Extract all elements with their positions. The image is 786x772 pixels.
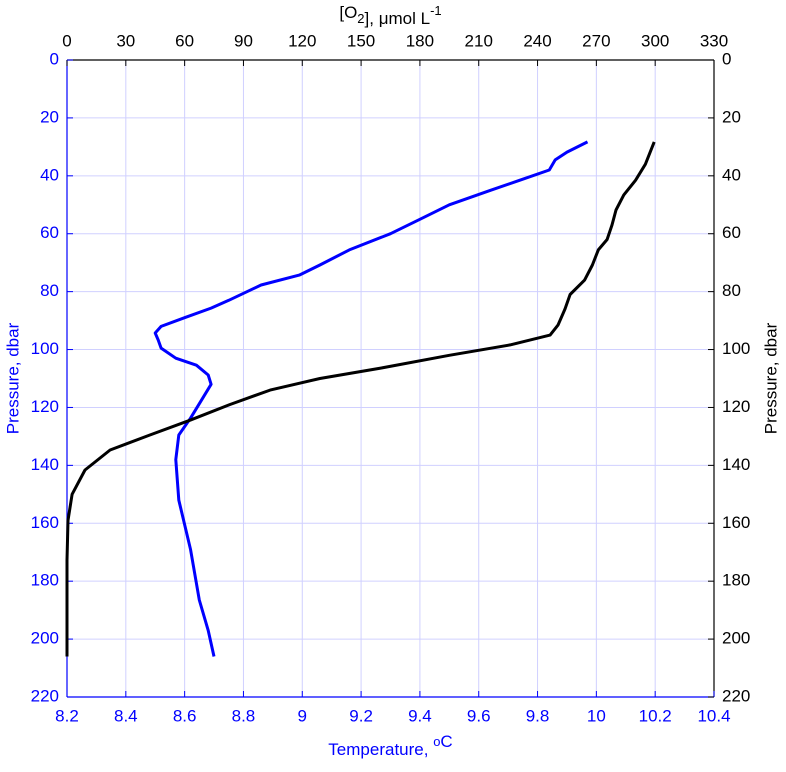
x2-axis-label-sup: -1 bbox=[430, 3, 442, 18]
y2-axis-label: Pressure, dbar bbox=[761, 322, 780, 434]
y2-tick-label: 20 bbox=[722, 107, 741, 126]
y2-tick-label: 40 bbox=[722, 165, 741, 184]
y-tick-label: 160 bbox=[31, 513, 59, 532]
x-tick-label: 8.4 bbox=[114, 706, 138, 725]
x-tick-label: 9.4 bbox=[408, 706, 432, 725]
x-tick-label: 10.2 bbox=[639, 706, 672, 725]
x2-tick-label: 120 bbox=[288, 31, 316, 50]
x-axis-label-sup: o bbox=[433, 734, 440, 749]
x-tick-label: 9.6 bbox=[467, 706, 491, 725]
x2-tick-label: 240 bbox=[523, 31, 551, 50]
profile-line bbox=[153, 140, 589, 657]
y2-tick-label: 200 bbox=[722, 629, 750, 648]
y-tick-label: 120 bbox=[31, 397, 59, 416]
y-tick-label: 0 bbox=[50, 49, 59, 68]
x-tick-label: 10 bbox=[587, 706, 606, 725]
x-tick-label: 9 bbox=[298, 706, 307, 725]
x2-tick-label: 330 bbox=[700, 31, 728, 50]
x-tick-label: 8.2 bbox=[55, 706, 79, 725]
x2-tick-label: 0 bbox=[62, 31, 71, 50]
y-tick-label: 140 bbox=[31, 455, 59, 474]
x2-tick-label: 210 bbox=[465, 31, 493, 50]
x-tick-label: 8.8 bbox=[232, 706, 256, 725]
y2-tick-label: 60 bbox=[722, 223, 741, 242]
x2-axis-label-part: ], μmol L bbox=[365, 9, 431, 28]
x2-axis-label: [O2], μmol L-1 bbox=[339, 3, 441, 28]
y-tick-label: 100 bbox=[31, 339, 59, 358]
y2-tick-label: 0 bbox=[722, 49, 731, 68]
y2-tick-label: 160 bbox=[722, 513, 750, 532]
profile-line bbox=[65, 141, 656, 657]
x-axis-label-part: C bbox=[440, 732, 452, 751]
x-axis-label: Temperature, oC bbox=[328, 732, 452, 759]
x2-axis-label-sub: 2 bbox=[357, 11, 364, 26]
x-tick-label: 10.4 bbox=[697, 706, 730, 725]
x2-axis-label-part: [O bbox=[339, 3, 357, 22]
x2-tick-label: 150 bbox=[347, 31, 375, 50]
x-axis-label-part: Temperature, bbox=[328, 740, 433, 759]
y-tick-label: 60 bbox=[40, 223, 59, 242]
x2-tick-label: 300 bbox=[641, 31, 669, 50]
y-tick-label: 200 bbox=[31, 629, 59, 648]
x2-tick-label: 30 bbox=[116, 31, 135, 50]
y-axis-label: Pressure, dbar bbox=[3, 322, 22, 434]
x2-tick-label: 90 bbox=[234, 31, 253, 50]
y2-tick-label: 100 bbox=[722, 339, 750, 358]
x2-tick-label: 180 bbox=[406, 31, 434, 50]
y2-tick-label: 140 bbox=[722, 455, 750, 474]
y2-tick-label: 120 bbox=[722, 397, 750, 416]
x-tick-label: 8.6 bbox=[173, 706, 197, 725]
y2-tick-label: 80 bbox=[722, 281, 741, 300]
x2-tick-label: 60 bbox=[175, 31, 194, 50]
x-tick-label: 9.8 bbox=[526, 706, 550, 725]
y2-tick-label: 220 bbox=[722, 686, 750, 705]
y2-tick-label: 180 bbox=[722, 571, 750, 590]
x2-tick-label: 270 bbox=[582, 31, 610, 50]
y-tick-label: 220 bbox=[31, 686, 59, 705]
x-tick-label: 9.2 bbox=[349, 706, 373, 725]
y-tick-label: 40 bbox=[40, 165, 59, 184]
y-tick-label: 20 bbox=[40, 107, 59, 126]
y-tick-label: 180 bbox=[31, 571, 59, 590]
y-tick-label: 80 bbox=[40, 281, 59, 300]
